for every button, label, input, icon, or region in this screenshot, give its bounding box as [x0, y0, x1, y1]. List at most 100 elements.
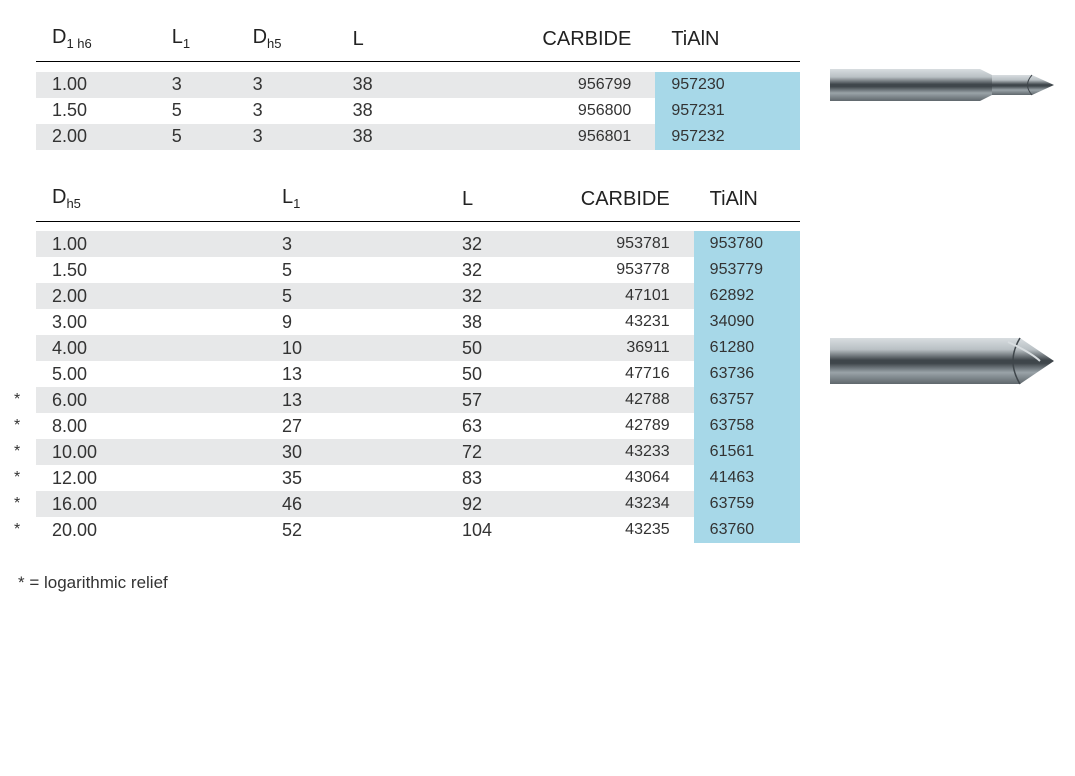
table-row: *10.0030724323361561 [10, 439, 800, 465]
col-d1h6: D1 h6 [36, 20, 156, 62]
table-row: 4.0010503691161280 [10, 335, 800, 361]
cell-tialn: 957230 [655, 72, 800, 98]
drill-image-1 [830, 63, 1060, 107]
footnote: * = logarithmic relief [18, 573, 1075, 593]
cell-carbide: 43064 [521, 465, 694, 491]
cell-dh5: 3 [237, 72, 337, 98]
cell-d: 4.00 [36, 335, 266, 361]
cell-tialn: 63736 [694, 361, 800, 387]
cell-l1: 5 [156, 98, 237, 124]
cell-carbide: 956799 [420, 72, 655, 98]
cell-l: 50 [446, 335, 521, 361]
cell-l1: 10 [266, 335, 446, 361]
table-row: *20.00521044323563760 [10, 517, 800, 543]
cell-d: 1.50 [36, 257, 266, 283]
cell-tialn: 957231 [655, 98, 800, 124]
table-row: 1.003338956799957230 [10, 72, 800, 98]
cell-carbide: 953778 [521, 257, 694, 283]
cell-l1: 27 [266, 413, 446, 439]
cell-d: 1.00 [36, 72, 156, 98]
cell-tialn: 953779 [694, 257, 800, 283]
cell-d: 16.00 [36, 491, 266, 517]
cell-l1: 5 [266, 283, 446, 309]
cell-carbide: 47716 [521, 361, 694, 387]
cell-l: 50 [446, 361, 521, 387]
star-cell [10, 335, 36, 361]
cell-d: 2.00 [36, 124, 156, 150]
col-dh5: Dh5 [36, 180, 266, 222]
star-cell: * [10, 439, 36, 465]
cell-l1: 46 [266, 491, 446, 517]
table-row: 1.50532953778953779 [10, 257, 800, 283]
spec-table-1: D1 h6 L1 Dh5 L CARBIDE TiAlN 1.003338956… [10, 20, 800, 150]
cell-tialn: 63757 [694, 387, 800, 413]
cell-l: 38 [446, 309, 521, 335]
cell-l: 32 [446, 283, 521, 309]
col-l1: L1 [156, 20, 237, 62]
star-cell [10, 361, 36, 387]
cell-tialn: 63760 [694, 517, 800, 543]
star-cell [10, 124, 36, 150]
table-row: 5.0013504771663736 [10, 361, 800, 387]
table2-header-row: Dh5 L1 L CARBIDE TiAlN [10, 180, 800, 222]
cell-l1: 30 [266, 439, 446, 465]
cell-tialn: 61561 [694, 439, 800, 465]
cell-d: 2.00 [36, 283, 266, 309]
cell-l: 104 [446, 517, 521, 543]
cell-carbide: 47101 [521, 283, 694, 309]
cell-d: 5.00 [36, 361, 266, 387]
cell-carbide: 42788 [521, 387, 694, 413]
cell-l: 72 [446, 439, 521, 465]
cell-tialn: 62892 [694, 283, 800, 309]
cell-carbide: 43235 [521, 517, 694, 543]
cell-l: 38 [337, 124, 421, 150]
cell-l1: 13 [266, 361, 446, 387]
cell-carbide: 956800 [420, 98, 655, 124]
cell-carbide: 43231 [521, 309, 694, 335]
col-l1: L1 [266, 180, 446, 222]
cell-l: 83 [446, 465, 521, 491]
star-cell [10, 98, 36, 124]
cell-d: 8.00 [36, 413, 266, 439]
star-cell: * [10, 387, 36, 413]
spec-table-2: Dh5 L1 L CARBIDE TiAlN 1.003329537819537… [10, 180, 800, 544]
drill-image-2 [830, 332, 1060, 390]
cell-tialn: 63758 [694, 413, 800, 439]
cell-l1: 35 [266, 465, 446, 491]
table-row: *6.0013574278863757 [10, 387, 800, 413]
table-row: 1.505338956800957231 [10, 98, 800, 124]
cell-l: 38 [337, 72, 421, 98]
cell-l1: 3 [266, 231, 446, 257]
table1-header-row: D1 h6 L1 Dh5 L CARBIDE TiAlN [10, 20, 800, 62]
col-carbide: CARBIDE [521, 180, 694, 222]
cell-l1: 9 [266, 309, 446, 335]
cell-carbide: 43234 [521, 491, 694, 517]
cell-d: 1.50 [36, 98, 156, 124]
cell-d: 20.00 [36, 517, 266, 543]
col-tialn: TiAlN [655, 20, 800, 62]
cell-l: 32 [446, 257, 521, 283]
cell-l1: 5 [156, 124, 237, 150]
col-l: L [446, 180, 521, 222]
cell-dh5: 3 [237, 124, 337, 150]
table2-section: Dh5 L1 L CARBIDE TiAlN 1.003329537819537… [0, 180, 1075, 544]
star-cell [10, 231, 36, 257]
table-row: *16.0046924323463759 [10, 491, 800, 517]
table1-section: D1 h6 L1 Dh5 L CARBIDE TiAlN 1.003338956… [0, 20, 1075, 150]
table-row: *12.0035834306441463 [10, 465, 800, 491]
cell-l1: 3 [156, 72, 237, 98]
cell-tialn: 61280 [694, 335, 800, 361]
star-cell [10, 72, 36, 98]
cell-dh5: 3 [237, 98, 337, 124]
table-row: 2.005324710162892 [10, 283, 800, 309]
col-l: L [337, 20, 421, 62]
star-cell [10, 257, 36, 283]
cell-tialn: 953780 [694, 231, 800, 257]
table-row: 2.005338956801957232 [10, 124, 800, 150]
cell-d: 1.00 [36, 231, 266, 257]
cell-d: 12.00 [36, 465, 266, 491]
cell-l: 57 [446, 387, 521, 413]
star-cell: * [10, 517, 36, 543]
cell-carbide: 956801 [420, 124, 655, 150]
star-cell: * [10, 413, 36, 439]
